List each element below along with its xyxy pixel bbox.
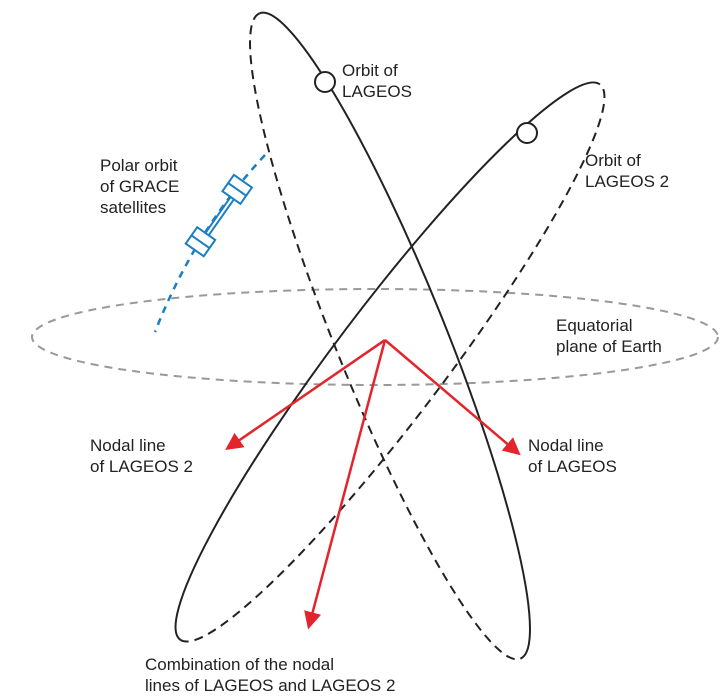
labels: Orbit of LAGEOS Orbit of LAGEOS 2 Polar orbi… xyxy=(90,61,669,695)
lageos2-orbit xyxy=(136,51,644,672)
label: Nodal line xyxy=(528,436,604,455)
label: Polar orbit xyxy=(100,156,178,175)
label: Equatorial xyxy=(556,316,633,335)
orbit-solid xyxy=(260,0,572,659)
label: of LAGEOS xyxy=(528,457,617,476)
lageos2-satellite xyxy=(517,123,537,143)
lageos-orbit xyxy=(209,0,572,679)
orbit-dashed xyxy=(180,84,644,672)
label: of LAGEOS 2 xyxy=(90,457,193,476)
orbit-dashed xyxy=(209,13,521,679)
label: LAGEOS xyxy=(342,82,412,101)
label: Nodal line xyxy=(90,436,166,455)
label: Combination of the nodal xyxy=(145,655,334,674)
label: Orbit of xyxy=(585,151,641,170)
label: LAGEOS 2 xyxy=(585,172,669,191)
label: satellites xyxy=(100,198,166,217)
label: Orbit of xyxy=(342,61,398,80)
grace-satellites xyxy=(186,175,252,256)
label: plane of Earth xyxy=(556,337,662,356)
diagram: Orbit of LAGEOS Orbit of LAGEOS 2 Polar orbi… xyxy=(0,0,724,696)
label: of GRACE xyxy=(100,177,179,196)
label: lines of LAGEOS and LAGEOS 2 xyxy=(145,676,395,695)
lageos-satellite xyxy=(315,72,335,92)
